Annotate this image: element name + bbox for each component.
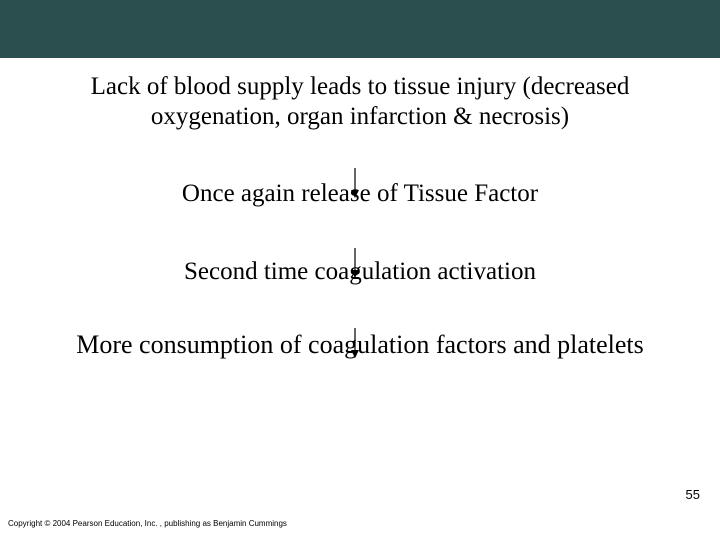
header-bar bbox=[0, 0, 720, 58]
step-1-text: Lack of blood supply leads to tissue inj… bbox=[50, 72, 670, 131]
arrow-3 bbox=[349, 328, 361, 362]
arrow-1 bbox=[349, 168, 361, 202]
copyright-text: Copyright © 2004 Pearson Education, Inc.… bbox=[8, 519, 287, 528]
arrow-2 bbox=[349, 248, 361, 282]
slide: Lack of blood supply leads to tissue inj… bbox=[0, 0, 720, 540]
page-number: 55 bbox=[686, 487, 700, 502]
